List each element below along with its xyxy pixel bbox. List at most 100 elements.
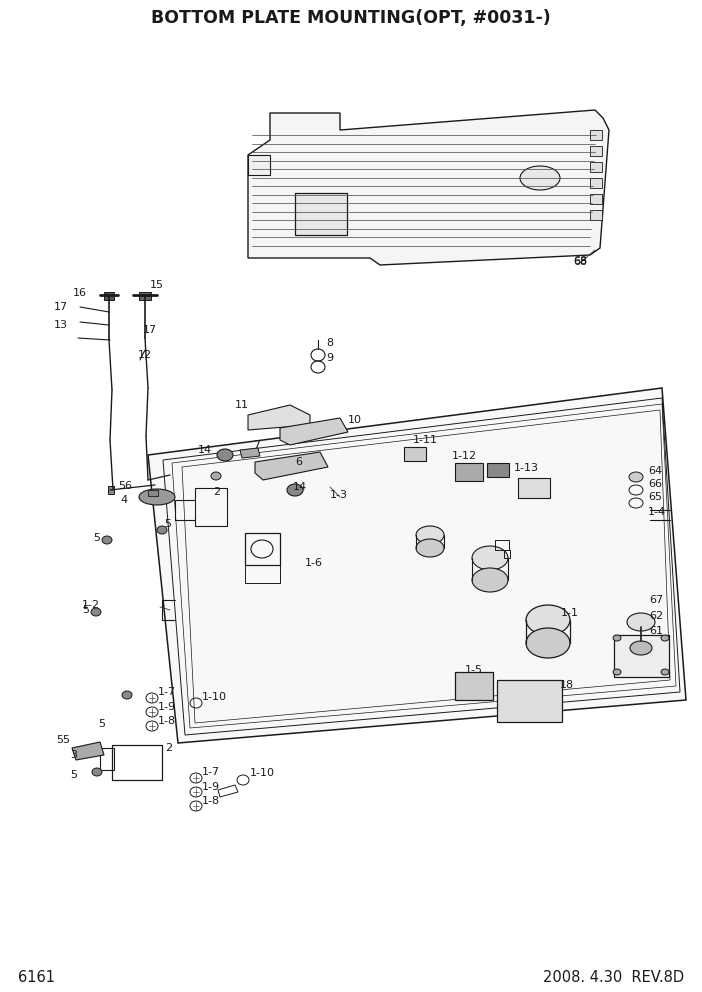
- Bar: [518, 478, 550, 498]
- Bar: [245, 565, 280, 583]
- Text: 16: 16: [73, 288, 87, 298]
- Text: 17: 17: [143, 325, 157, 335]
- Ellipse shape: [661, 669, 669, 675]
- Text: 55: 55: [56, 735, 70, 745]
- Ellipse shape: [102, 536, 112, 544]
- Polygon shape: [280, 418, 348, 445]
- Text: 66: 66: [648, 479, 662, 489]
- Text: 1-9: 1-9: [202, 782, 220, 792]
- Ellipse shape: [472, 568, 508, 592]
- Text: 7: 7: [253, 440, 260, 450]
- Ellipse shape: [661, 635, 669, 641]
- Text: 1-10: 1-10: [202, 692, 227, 702]
- Text: 1-9: 1-9: [158, 702, 176, 712]
- Text: 14: 14: [198, 445, 212, 455]
- Text: 1-12: 1-12: [452, 451, 477, 461]
- Bar: [504, 550, 510, 558]
- Polygon shape: [148, 388, 686, 743]
- Text: 5: 5: [93, 533, 100, 543]
- Bar: [455, 463, 483, 481]
- Bar: [295, 193, 347, 235]
- Ellipse shape: [613, 669, 621, 675]
- Bar: [139, 292, 151, 300]
- Bar: [108, 486, 114, 494]
- Text: 15: 15: [150, 280, 164, 290]
- Bar: [590, 194, 602, 204]
- Text: 5: 5: [164, 519, 171, 529]
- Ellipse shape: [287, 484, 303, 496]
- Ellipse shape: [416, 526, 444, 544]
- Text: 1-2: 1-2: [82, 600, 100, 610]
- Text: 2: 2: [165, 743, 172, 753]
- Text: 68: 68: [573, 256, 587, 266]
- Text: 1-6: 1-6: [305, 558, 323, 568]
- Bar: [590, 178, 602, 188]
- Text: 1-3: 1-3: [330, 490, 348, 500]
- Bar: [614, 635, 669, 677]
- Text: 9: 9: [326, 353, 333, 363]
- Text: 1-1: 1-1: [561, 608, 579, 618]
- Text: 5: 5: [82, 605, 89, 615]
- Ellipse shape: [157, 526, 167, 534]
- Text: 5: 5: [98, 719, 105, 729]
- Bar: [455, 672, 493, 700]
- Text: 1-4: 1-4: [648, 507, 666, 517]
- Ellipse shape: [630, 641, 652, 655]
- Bar: [245, 533, 280, 565]
- Bar: [104, 292, 114, 300]
- Ellipse shape: [627, 613, 655, 631]
- Ellipse shape: [211, 472, 221, 480]
- Bar: [100, 748, 114, 770]
- Ellipse shape: [526, 628, 570, 658]
- Text: 1-11: 1-11: [413, 435, 438, 445]
- Bar: [148, 490, 158, 496]
- Ellipse shape: [416, 539, 444, 557]
- Text: 1-10: 1-10: [250, 768, 275, 778]
- Text: 6: 6: [295, 457, 302, 467]
- Text: BOTTOM PLATE MOUNTING(OPT, #0031-): BOTTOM PLATE MOUNTING(OPT, #0031-): [151, 9, 551, 27]
- Bar: [590, 146, 602, 156]
- Text: 56: 56: [118, 481, 132, 491]
- Text: 11: 11: [235, 400, 249, 410]
- Text: 14: 14: [293, 482, 307, 492]
- Text: 62: 62: [649, 611, 663, 621]
- Text: 67: 67: [649, 595, 663, 605]
- Ellipse shape: [217, 449, 233, 461]
- Ellipse shape: [139, 489, 175, 505]
- Polygon shape: [240, 448, 260, 458]
- Ellipse shape: [122, 691, 132, 699]
- Text: 17: 17: [54, 302, 68, 312]
- Text: 1-8: 1-8: [202, 796, 220, 806]
- Bar: [497, 680, 562, 722]
- Text: 3: 3: [70, 750, 77, 760]
- Polygon shape: [248, 110, 609, 265]
- Text: 5: 5: [70, 770, 77, 780]
- Polygon shape: [255, 452, 328, 480]
- Bar: [248, 155, 270, 175]
- Text: 1-7: 1-7: [158, 687, 176, 697]
- Text: 13: 13: [54, 320, 68, 330]
- Polygon shape: [72, 742, 104, 760]
- Ellipse shape: [629, 472, 643, 482]
- Ellipse shape: [472, 546, 508, 570]
- Text: 65: 65: [648, 492, 662, 502]
- Text: 2008. 4.30  REV.8D: 2008. 4.30 REV.8D: [543, 969, 684, 984]
- Text: 8: 8: [326, 338, 333, 348]
- Bar: [590, 162, 602, 172]
- Bar: [590, 130, 602, 140]
- Text: 61: 61: [649, 626, 663, 636]
- Ellipse shape: [91, 608, 101, 616]
- Text: 2: 2: [213, 487, 220, 497]
- Bar: [112, 745, 162, 780]
- Text: 1-7: 1-7: [202, 767, 220, 777]
- Text: 1-13: 1-13: [514, 463, 539, 473]
- Bar: [195, 488, 227, 526]
- Text: 12: 12: [138, 350, 152, 360]
- Text: 6161: 6161: [18, 969, 55, 984]
- Bar: [590, 210, 602, 220]
- Ellipse shape: [613, 635, 621, 641]
- Text: 68: 68: [573, 257, 587, 267]
- Text: 1-5: 1-5: [465, 665, 483, 675]
- Bar: [495, 540, 509, 550]
- Text: 4: 4: [120, 495, 127, 505]
